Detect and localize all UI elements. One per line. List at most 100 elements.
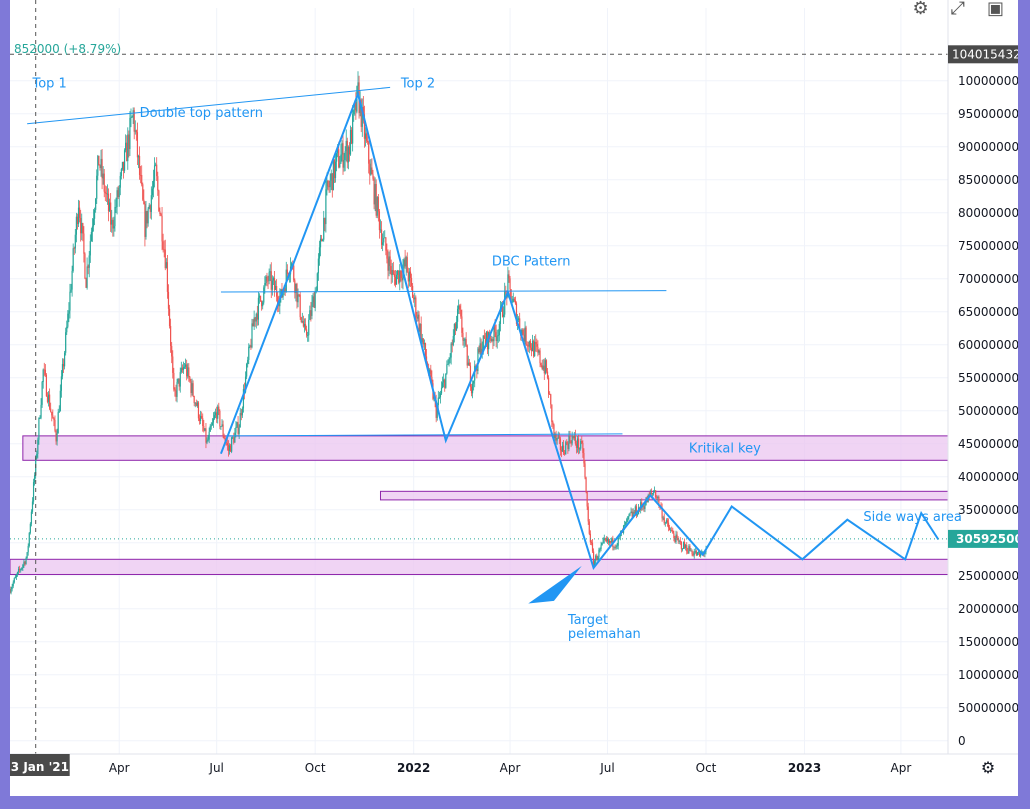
candle-body bbox=[531, 340, 534, 352]
candle-body bbox=[371, 167, 373, 175]
candle-body bbox=[615, 546, 617, 548]
candle-body bbox=[693, 552, 695, 556]
time-tick-label: Apr bbox=[500, 761, 521, 775]
candle-body bbox=[377, 197, 379, 212]
time-axis-bg bbox=[10, 754, 1018, 796]
candle-body bbox=[473, 380, 475, 384]
candle-body bbox=[26, 552, 28, 558]
candle-body bbox=[655, 490, 657, 498]
candle-body bbox=[322, 239, 324, 242]
candle-body bbox=[544, 360, 546, 374]
candle-body bbox=[113, 226, 115, 229]
candle-body bbox=[399, 270, 401, 283]
candle-body bbox=[553, 424, 555, 439]
candle-body bbox=[666, 520, 669, 523]
candle-body bbox=[598, 549, 600, 558]
candle-body bbox=[331, 173, 333, 191]
candle-body bbox=[542, 365, 544, 370]
candle-body bbox=[482, 335, 484, 349]
candle-body bbox=[393, 274, 396, 277]
candle-body bbox=[159, 211, 161, 215]
price-tick-label: 450000000 bbox=[958, 437, 1018, 451]
candle-body bbox=[151, 188, 154, 196]
candle-body bbox=[477, 348, 479, 371]
candle-body bbox=[514, 300, 517, 304]
candle-body bbox=[631, 511, 633, 517]
candle-body bbox=[596, 555, 598, 560]
candle-body bbox=[584, 463, 586, 478]
candle-body bbox=[167, 291, 170, 309]
candle-body bbox=[238, 427, 240, 434]
candle-body bbox=[574, 435, 576, 444]
candle-body bbox=[214, 412, 217, 416]
candle-body bbox=[253, 317, 255, 327]
candle-body bbox=[251, 323, 253, 348]
candle-body bbox=[192, 383, 194, 397]
candle-body bbox=[485, 332, 488, 345]
candle-body bbox=[470, 386, 473, 394]
candle-body bbox=[624, 525, 626, 526]
candle-body bbox=[112, 219, 114, 229]
candle-body bbox=[550, 394, 552, 405]
candle-body bbox=[193, 396, 195, 403]
time-tick-label: Jul bbox=[599, 761, 614, 775]
candle-body bbox=[494, 324, 496, 333]
candle-body bbox=[488, 332, 490, 350]
candle-body bbox=[345, 140, 347, 152]
candle-body bbox=[696, 552, 699, 556]
candle-body bbox=[60, 376, 62, 391]
candle-body bbox=[431, 376, 433, 384]
candle-body bbox=[407, 272, 409, 282]
candle-body bbox=[143, 199, 145, 205]
camera-icon[interactable]: ▣ bbox=[986, 0, 1004, 19]
candle-body bbox=[76, 216, 79, 225]
candle-body bbox=[43, 369, 45, 371]
candle-body bbox=[467, 362, 469, 366]
price-tick-label: 250000000 bbox=[958, 569, 1018, 583]
candle-body bbox=[503, 314, 505, 317]
candle-body bbox=[446, 364, 448, 374]
candle-body bbox=[510, 289, 512, 303]
candle-body bbox=[138, 156, 141, 175]
candle-body bbox=[156, 164, 158, 177]
candle-body bbox=[120, 169, 122, 176]
candle-body bbox=[378, 211, 381, 231]
candle-body bbox=[651, 493, 654, 494]
candle-body bbox=[425, 356, 428, 363]
candle-body bbox=[549, 394, 551, 395]
candle-body bbox=[466, 345, 468, 366]
candle-body bbox=[298, 294, 300, 296]
candle-body bbox=[454, 323, 457, 331]
candle-body bbox=[118, 187, 120, 198]
candle-body bbox=[249, 345, 251, 347]
candle-body bbox=[685, 545, 687, 548]
candle-body bbox=[324, 217, 326, 225]
candle-body bbox=[100, 158, 102, 168]
fullscreen-icon[interactable]: ⤢ bbox=[950, 0, 965, 19]
candle-body bbox=[28, 532, 30, 546]
candle-body bbox=[273, 278, 276, 291]
candle-body bbox=[497, 335, 499, 337]
candle-body bbox=[216, 412, 218, 419]
candle-body bbox=[642, 506, 644, 508]
price-tick-label: 50000000 bbox=[958, 701, 1018, 715]
candle-body bbox=[61, 364, 64, 377]
candle-body bbox=[343, 160, 345, 168]
settings-icon[interactable]: ⚙ bbox=[912, 0, 929, 19]
candle-body bbox=[246, 364, 248, 377]
candle-body bbox=[236, 422, 238, 427]
price-tick-label: 600000000 bbox=[958, 338, 1018, 352]
candle-body bbox=[171, 345, 173, 357]
candle-body bbox=[208, 431, 210, 440]
candle-body bbox=[304, 324, 307, 330]
candle-body bbox=[690, 550, 692, 552]
price-chart[interactable]: 1000000000950000000900000000850000000800… bbox=[10, 0, 1018, 796]
candle-body bbox=[308, 319, 310, 336]
candle-body bbox=[658, 496, 660, 506]
label-top-1: Top 1 bbox=[31, 76, 66, 91]
candle-body bbox=[692, 554, 694, 556]
candle-body bbox=[326, 180, 328, 190]
candle-body bbox=[644, 505, 646, 509]
candle-body bbox=[117, 190, 119, 198]
candle-body bbox=[240, 413, 242, 416]
